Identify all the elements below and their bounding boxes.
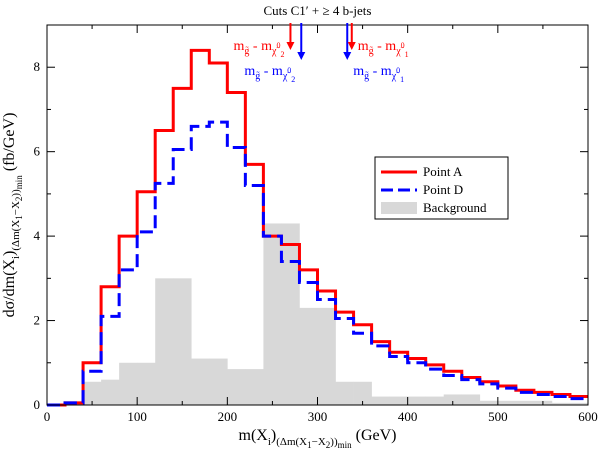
y-tick-label-8: 8 xyxy=(34,59,41,74)
x-tick-label-300: 300 xyxy=(308,409,328,424)
background-bar-22 xyxy=(443,394,463,405)
background-bar-25 xyxy=(497,400,517,405)
background-bar-12 xyxy=(263,223,282,405)
background-bar-6 xyxy=(155,278,174,405)
background-bar-16 xyxy=(335,381,354,405)
background-bar-10 xyxy=(227,369,246,405)
background-bar-24 xyxy=(479,400,499,405)
background-bar-15 xyxy=(317,307,336,405)
background-bar-21 xyxy=(425,396,445,405)
annotation-label-blue-right: mg̃ - mχ̃01 xyxy=(353,64,404,84)
background-bar-11 xyxy=(245,369,264,405)
y-tick-label-0: 0 xyxy=(34,397,41,412)
background-bar-29 xyxy=(569,402,589,405)
annotation-arrowhead-red-left xyxy=(286,42,295,50)
x-tick-label-400: 400 xyxy=(398,409,418,424)
legend-label-point-a: Point A xyxy=(423,164,463,179)
legend-swatch-background xyxy=(381,202,417,214)
background-bar-7 xyxy=(173,278,192,405)
annotation-arrowhead-blue-right xyxy=(343,52,352,60)
x-tick-label-100: 100 xyxy=(127,409,147,424)
background-bar-26 xyxy=(515,400,535,405)
background-bar-4 xyxy=(119,362,138,405)
background-bar-18 xyxy=(371,396,390,405)
x-tick-label-200: 200 xyxy=(218,409,238,424)
legend-label-point-d: Point D xyxy=(423,182,463,197)
background-bar-2 xyxy=(83,381,102,405)
y-axis-title: dσ/dm(Xi)(Δm(X1−X2))min (fb/GeV) xyxy=(1,113,24,318)
background-bar-28 xyxy=(551,402,571,405)
background-bar-14 xyxy=(299,307,318,405)
background-bar-9 xyxy=(209,358,228,405)
annotation-arrowhead-blue-left xyxy=(297,52,306,60)
x-tick-label-0: 0 xyxy=(44,409,51,424)
background-bar-17 xyxy=(353,381,372,405)
background-histogram xyxy=(83,223,589,405)
legend-label-background: Background xyxy=(423,200,487,215)
chart-title: Cuts C1′ + ≥ 4 b-jets xyxy=(264,3,372,18)
y-tick-label-4: 4 xyxy=(34,228,41,243)
axis-ticks: 0 100 200 300 400 500 600 0 2 4 6 8 xyxy=(34,24,598,424)
legend: Point A Point D Background xyxy=(374,156,509,220)
annotation-label-red-left: mg̃ - mχ̃02 xyxy=(234,39,285,59)
y-tick-label-6: 6 xyxy=(34,144,41,159)
series-line-point-d xyxy=(47,120,588,407)
x-tick-label-600: 600 xyxy=(578,409,598,424)
background-bar-3 xyxy=(101,379,120,405)
x-axis-title: m(Xi)(Δm(X1−X2))min (GeV) xyxy=(239,427,397,450)
annotation-label-blue-left: mg̃ - mχ̃02 xyxy=(244,64,295,84)
mass-annotations: mg̃ - mχ̃02 mg̃ - mχ̃02 mg̃ - mχ̃01 mg̃ - m… xyxy=(234,23,409,84)
annotation-label-red-right: mg̃ - mχ̃01 xyxy=(358,39,409,59)
background-bar-8 xyxy=(191,358,210,405)
y-tick-label-2: 2 xyxy=(34,313,41,328)
x-tick-label-500: 500 xyxy=(488,409,508,424)
annotation-arrowhead-red-right xyxy=(347,42,356,50)
background-bar-23 xyxy=(461,394,481,405)
background-bar-13 xyxy=(281,223,300,405)
background-bar-19 xyxy=(389,396,408,405)
signal-series xyxy=(47,48,588,407)
background-bar-20 xyxy=(407,396,426,405)
background-bar-5 xyxy=(137,362,156,405)
